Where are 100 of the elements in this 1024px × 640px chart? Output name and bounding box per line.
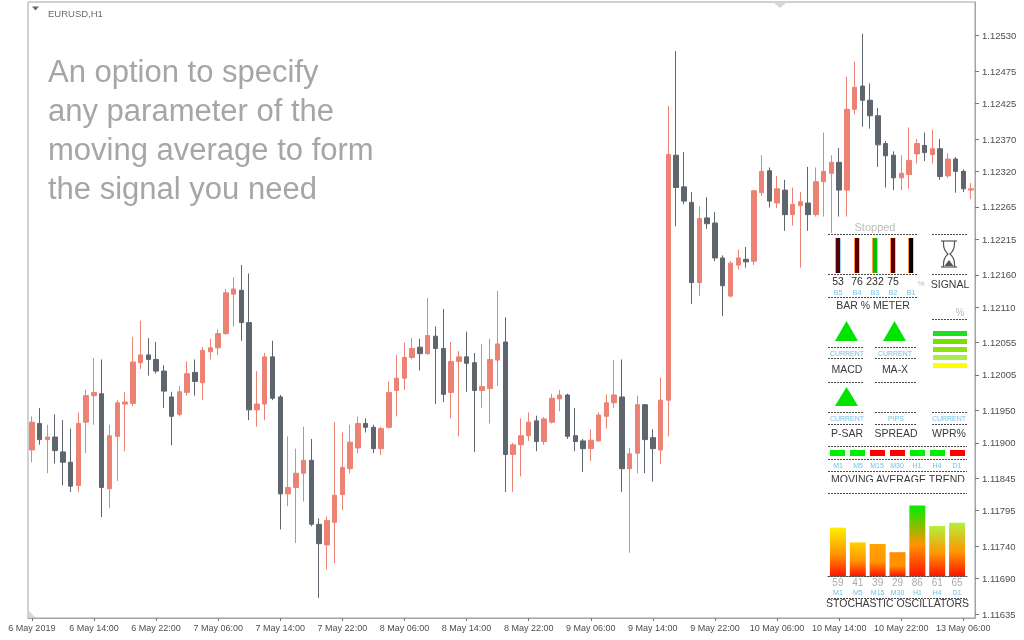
candlestick xyxy=(736,249,741,271)
candlestick xyxy=(720,254,725,317)
candlestick xyxy=(534,415,539,452)
candlestick xyxy=(922,132,927,162)
x-tick-label: 6 May 22:00 xyxy=(131,622,181,633)
data-label: 86 xyxy=(911,576,924,588)
candlestick xyxy=(867,82,873,130)
candlestick xyxy=(448,341,454,419)
candlestick xyxy=(208,338,213,360)
candlestick xyxy=(580,438,586,473)
candlestick xyxy=(472,352,477,453)
candlestick xyxy=(821,132,826,218)
candlestick xyxy=(332,421,337,564)
candlestick xyxy=(728,260,733,298)
candlestick xyxy=(798,191,803,269)
y-tick-label: 1.11740 xyxy=(982,540,1016,552)
candlestick xyxy=(169,391,174,446)
candlestick xyxy=(409,337,415,360)
candlestick xyxy=(503,316,508,493)
candlestick xyxy=(184,360,190,397)
candlestick xyxy=(161,364,167,409)
candlestick xyxy=(953,156,958,194)
candlestick xyxy=(355,415,361,454)
annotation: WPR% xyxy=(932,427,966,439)
candlestick xyxy=(223,288,229,336)
candlestick xyxy=(510,442,516,493)
candlestick xyxy=(52,413,58,465)
y-tick-label: 1.12160 xyxy=(982,269,1017,281)
annotation: % xyxy=(955,306,965,318)
candlestick xyxy=(138,320,143,370)
candlestick xyxy=(146,337,151,377)
candlestick xyxy=(899,154,904,191)
candlestick xyxy=(68,428,73,493)
candlestick xyxy=(495,290,500,387)
annotation: 53 xyxy=(832,275,844,287)
candlestick xyxy=(122,391,128,452)
candlestick xyxy=(192,358,198,397)
y-tick-label: 1.12425 xyxy=(982,97,1017,109)
candlestick xyxy=(153,341,159,375)
y-tick-label: 1.12320 xyxy=(982,165,1017,177)
candlestick xyxy=(673,50,679,227)
data-label: 29 xyxy=(891,576,904,588)
candlestick xyxy=(937,138,943,181)
bar xyxy=(909,505,926,576)
candlestick xyxy=(883,140,888,189)
text: STOCHASTIC OSCILLATORS xyxy=(826,596,969,609)
candlestick xyxy=(518,417,524,477)
bar xyxy=(929,525,946,576)
annotation: SIGNAL xyxy=(930,278,970,290)
candlestick xyxy=(596,411,601,443)
y-tick-label: 1.12215 xyxy=(982,233,1017,245)
data-label: 65 xyxy=(951,576,964,588)
candlestick xyxy=(767,166,772,209)
annotation: Stopped xyxy=(854,221,896,233)
y-tick-label: 1.11690 xyxy=(982,573,1016,585)
candlestick xyxy=(697,205,702,297)
candlestick xyxy=(37,407,42,446)
y-tick-label: 1.12475 xyxy=(982,65,1017,77)
y-tick-label: 1.12055 xyxy=(982,337,1017,349)
x-tick-label: 10 May 22:00 xyxy=(873,622,929,633)
candlestick xyxy=(301,426,306,503)
bar xyxy=(869,544,886,576)
candlestick xyxy=(961,168,966,193)
candlestick xyxy=(270,340,275,401)
candlestick xyxy=(479,343,485,409)
candlestick xyxy=(83,389,89,454)
annotation: 232 xyxy=(866,275,884,287)
candlestick xyxy=(790,187,795,227)
x-tick-label: 8 May 22:00 xyxy=(503,622,554,633)
candlestick xyxy=(262,352,267,421)
candlestick xyxy=(774,175,780,209)
candlestick xyxy=(324,516,330,571)
candlestick xyxy=(836,147,842,218)
candlestick xyxy=(565,393,570,440)
candlestick xyxy=(417,338,423,371)
candlestick xyxy=(650,428,656,483)
candlestick xyxy=(441,308,446,403)
y-tick-label: 1.11635 xyxy=(982,608,1016,620)
annotation: 75 xyxy=(887,275,899,287)
candlestick xyxy=(363,417,368,433)
candlestick xyxy=(751,189,757,266)
x-tick-label: 9 May 14:00 xyxy=(628,622,678,633)
candlestick xyxy=(316,517,322,599)
candlestick xyxy=(704,196,710,230)
y-tick-label: 1.12265 xyxy=(982,201,1017,213)
candlestick xyxy=(813,166,819,218)
x-tick-label: 10 May 06:00 xyxy=(749,622,805,633)
candlestick xyxy=(231,276,236,327)
candlestick xyxy=(76,411,81,493)
annotation: MACD xyxy=(831,363,863,375)
data-label: 41 xyxy=(852,576,864,588)
annotation: % xyxy=(917,278,925,288)
candlestick xyxy=(666,105,671,437)
x-tick-label: 13 May 06:00 xyxy=(936,622,991,633)
candlestick xyxy=(278,394,283,530)
candlestick xyxy=(588,428,594,462)
candlestick xyxy=(712,211,718,262)
x-tick-label: 6 May 2019 xyxy=(8,622,56,633)
candlestick xyxy=(246,272,252,421)
candlestick xyxy=(29,415,35,463)
